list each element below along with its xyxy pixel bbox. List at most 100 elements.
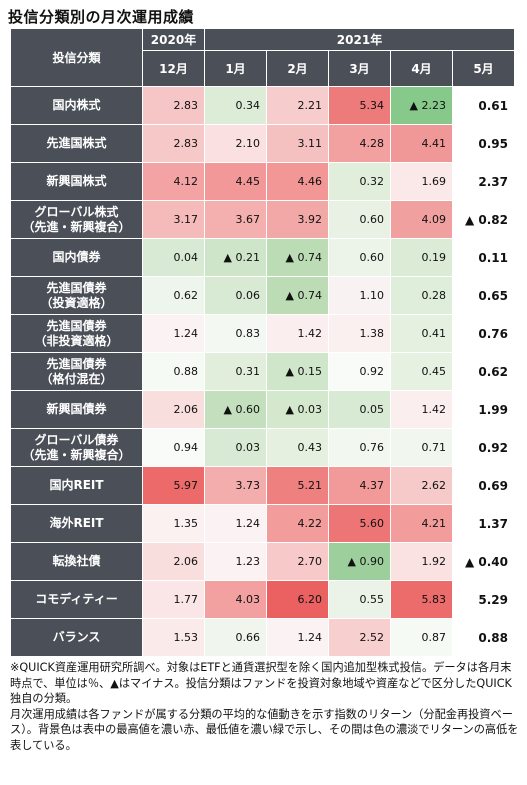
table-row: 先進国債券 （投資適格） 0.62 0.06 ▲ 0.74 1.10 0.28 0.65 — [10, 276, 515, 315]
row-category-label: 転換社債 — [10, 542, 143, 581]
value-cell: 0.92 — [328, 352, 391, 391]
value-cell: 0.32 — [328, 162, 391, 201]
value-cell: 4.41 — [390, 124, 453, 163]
value-cell: 4.03 — [204, 580, 267, 619]
value-cell: 0.11 — [452, 238, 515, 277]
value-cell: 3.17 — [142, 200, 205, 239]
row-category-label: グローバル株式 （先進・新興複合） — [10, 200, 143, 239]
value-cell: 2.37 — [452, 162, 515, 201]
value-cell: 0.88 — [452, 618, 515, 657]
value-cell: 4.21 — [390, 504, 453, 543]
value-cell: 4.28 — [328, 124, 391, 163]
row-category-label: 先進国債券 （非投資適格） — [10, 314, 143, 353]
value-cell: 0.28 — [390, 276, 453, 315]
value-cell: 2.83 — [142, 86, 205, 125]
value-cell: ▲ 0.74 — [266, 238, 329, 277]
table-row: 新興国債券 2.06 ▲ 0.60 ▲ 0.03 0.05 1.42 1.99 — [10, 390, 515, 429]
table-row: 先進国株式 2.83 2.10 3.11 4.28 4.41 0.95 — [10, 124, 515, 163]
value-cell: 6.20 — [266, 580, 329, 619]
value-cell: 2.21 — [266, 86, 329, 125]
value-cell: 0.65 — [452, 276, 515, 315]
value-cell: 1.10 — [328, 276, 391, 315]
page-title: 投信分類別の月次運用成績 — [8, 8, 195, 26]
table-row: グローバル債券 （先進・新興複合） 0.94 0.03 0.43 0.76 0.71 0.9… — [10, 428, 515, 467]
row-category-label: 先進国債券 （投資適格） — [10, 276, 143, 315]
value-cell: 0.60 — [328, 238, 391, 277]
table-row: 国内株式 2.83 0.34 2.21 5.34 ▲ 2.23 0.61 — [10, 86, 515, 125]
value-cell: 0.62 — [142, 276, 205, 315]
value-cell: 1.38 — [328, 314, 391, 353]
value-cell: 0.19 — [390, 238, 453, 277]
table-row: グローバル株式 （先進・新興複合） 3.17 3.67 3.92 0.60 4.09 ▲ 0… — [10, 200, 515, 239]
value-cell: 0.41 — [390, 314, 453, 353]
value-cell: 0.94 — [142, 428, 205, 467]
row-category-label: 新興国株式 — [10, 162, 143, 201]
value-cell: 0.43 — [266, 428, 329, 467]
value-cell: 0.87 — [390, 618, 453, 657]
value-cell: 0.76 — [452, 314, 515, 353]
value-cell: 0.60 — [328, 200, 391, 239]
value-cell: 1.24 — [142, 314, 205, 353]
value-cell: ▲ 0.82 — [452, 200, 515, 239]
table-row: 国内REIT 5.97 3.73 5.21 4.37 2.62 0.69 — [10, 466, 515, 505]
value-cell: 0.55 — [328, 580, 391, 619]
value-cell: 0.66 — [204, 618, 267, 657]
table-row: 新興国株式 4.12 4.45 4.46 0.32 1.69 2.37 — [10, 162, 515, 201]
row-category-label: 新興国債券 — [10, 390, 143, 429]
value-cell: 0.69 — [452, 466, 515, 505]
row-category-label: バランス — [10, 618, 143, 657]
month-header: 1月 — [204, 50, 267, 87]
value-cell: 4.45 — [204, 162, 267, 201]
value-cell: 0.76 — [328, 428, 391, 467]
value-cell: ▲ 0.40 — [452, 542, 515, 581]
category-header: 投信分類 — [10, 28, 143, 87]
value-cell: 3.67 — [204, 200, 267, 239]
row-category-label: 先進国株式 — [10, 124, 143, 163]
value-cell: 0.45 — [390, 352, 453, 391]
value-cell: 0.04 — [142, 238, 205, 277]
year-2021-header: 2021年 — [204, 28, 515, 51]
month-header: 4月 — [390, 50, 453, 87]
value-cell: 5.60 — [328, 504, 391, 543]
value-cell: 2.06 — [142, 390, 205, 429]
value-cell: 2.52 — [328, 618, 391, 657]
value-cell: 0.03 — [204, 428, 267, 467]
value-cell: 0.88 — [142, 352, 205, 391]
year-2020-header: 2020年 — [142, 28, 205, 51]
value-cell: 1.24 — [204, 504, 267, 543]
value-cell: 1.77 — [142, 580, 205, 619]
value-cell: 1.53 — [142, 618, 205, 657]
returns-table: 投信分類 2020年 2021年 12月 1月 2月 3月 4月 5月 国内株式… — [10, 28, 515, 657]
value-cell: 3.92 — [266, 200, 329, 239]
month-header: 3月 — [328, 50, 391, 87]
month-header: 12月 — [142, 50, 205, 87]
value-cell: 2.06 — [142, 542, 205, 581]
value-cell: 1.92 — [390, 542, 453, 581]
value-cell: 1.99 — [452, 390, 515, 429]
value-cell: 5.29 — [452, 580, 515, 619]
value-cell: 0.83 — [204, 314, 267, 353]
value-cell: ▲ 0.03 — [266, 390, 329, 429]
value-cell: 2.62 — [390, 466, 453, 505]
value-cell: ▲ 0.15 — [266, 352, 329, 391]
value-cell: ▲ 2.23 — [390, 86, 453, 125]
value-cell: 2.10 — [204, 124, 267, 163]
value-cell: 0.31 — [204, 352, 267, 391]
table-row: 国内債券 0.04 ▲ 0.21 ▲ 0.74 0.60 0.19 0.11 — [10, 238, 515, 277]
month-header-row: 12月 1月 2月 3月 4月 5月 — [11, 50, 515, 87]
value-cell: 0.95 — [452, 124, 515, 163]
table-row: 先進国債券 （格付混在） 0.88 0.31 ▲ 0.15 0.92 0.45 0.62 — [10, 352, 515, 391]
row-category-label: 国内債券 — [10, 238, 143, 277]
value-cell: ▲ 0.90 — [328, 542, 391, 581]
value-cell: 4.46 — [266, 162, 329, 201]
value-cell: 5.83 — [390, 580, 453, 619]
row-category-label: グローバル債券 （先進・新興複合） — [10, 428, 143, 467]
value-cell: 0.92 — [452, 428, 515, 467]
value-cell: 0.05 — [328, 390, 391, 429]
value-cell: 1.42 — [390, 390, 453, 429]
table-row: 海外REIT 1.35 1.24 4.22 5.60 4.21 1.37 — [10, 504, 515, 543]
value-cell: 1.37 — [452, 504, 515, 543]
value-cell: 4.22 — [266, 504, 329, 543]
value-cell: 3.11 — [266, 124, 329, 163]
value-cell: 0.62 — [452, 352, 515, 391]
